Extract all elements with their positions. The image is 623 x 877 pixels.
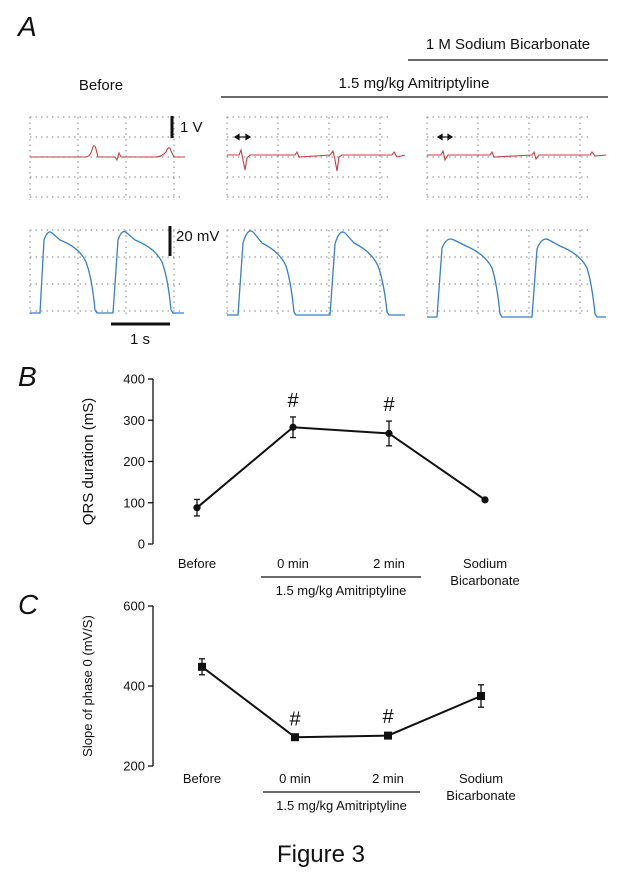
panel-c-letter: C: [18, 589, 39, 620]
category-label: Sodium: [459, 771, 503, 786]
data-point: [291, 733, 299, 742]
data-point: [385, 429, 393, 438]
panel-a-letter: A: [16, 11, 37, 42]
significance-mark: #: [383, 394, 395, 416]
y-tick-label: 200: [123, 759, 145, 774]
ap-trace-before: [30, 230, 184, 314]
data-point: [481, 496, 489, 504]
ecg-scale-label: 1 V: [180, 119, 203, 136]
category-label: 0 min: [279, 771, 311, 786]
panel-b-letter: B: [18, 361, 37, 392]
y-tick-label: 400: [123, 679, 145, 694]
time-scale-label: 1 s: [130, 331, 150, 348]
ap-traces: [30, 230, 606, 318]
category-label: 2 min: [373, 556, 405, 571]
data-point: [289, 423, 297, 431]
category-label: Sodium: [463, 556, 507, 571]
ecg-trace-before: [30, 145, 185, 162]
significance-mark: #: [382, 706, 394, 728]
phase0-slope-chart: 200 400 600 Slope of phase 0 (mV/S) # # Before…: [80, 599, 516, 814]
category-label: 0 min: [277, 556, 309, 571]
category-label: Bicarbonate: [446, 788, 515, 803]
category-label: Before: [183, 771, 221, 786]
group-label: 1.5 mg/kg Amitriptyline: [276, 583, 407, 598]
data-point: [198, 662, 206, 671]
ecg-trace-bicarbonate: [427, 149, 607, 162]
qrs-arrow-icon: [233, 133, 252, 141]
ecg-trace-drug: [227, 148, 406, 172]
ecg-traces: [30, 145, 607, 172]
group-label: 1.5 mg/kg Amitriptyline: [276, 798, 407, 813]
y-axis-label: Slope of phase 0 (mV/S): [80, 615, 95, 757]
figure-caption: Figure 3: [277, 841, 365, 868]
trace-grid: [29, 116, 588, 318]
qrs-arrow-icon: [436, 133, 454, 141]
y-tick-label: 100: [123, 495, 145, 510]
series-line: [196, 426, 486, 509]
y-axis-label: QRS duration (mS): [80, 398, 97, 526]
y-tick-label: 200: [123, 454, 145, 469]
data-point: [193, 504, 201, 512]
series-line: [201, 666, 482, 739]
y-tick-label: 300: [123, 413, 145, 428]
bicarbonate-header: 1 M Sodium Bicarbonate: [426, 36, 590, 53]
amitriptyline-header: 1.5 mg/kg Amitriptyline: [339, 75, 490, 92]
ap-scale-label: 20 mV: [176, 228, 219, 245]
before-header: Before: [79, 77, 123, 94]
y-tick-label: 600: [123, 599, 145, 614]
ap-trace-bicarbonate: [427, 238, 606, 318]
category-label: Bicarbonate: [450, 573, 519, 588]
ap-trace-drug: [227, 230, 405, 316]
significance-mark: #: [289, 709, 301, 731]
category-label: 2 min: [372, 771, 404, 786]
significance-mark: #: [287, 390, 299, 412]
qrs-duration-chart: 0 100 200 300 400 QRS duration (mS) # # Before 0 …: [80, 372, 520, 599]
data-point: [477, 692, 485, 700]
y-tick-label: 400: [123, 372, 145, 387]
category-label: Before: [178, 556, 216, 571]
data-point: [384, 731, 392, 740]
y-tick-label: 0: [138, 537, 145, 552]
